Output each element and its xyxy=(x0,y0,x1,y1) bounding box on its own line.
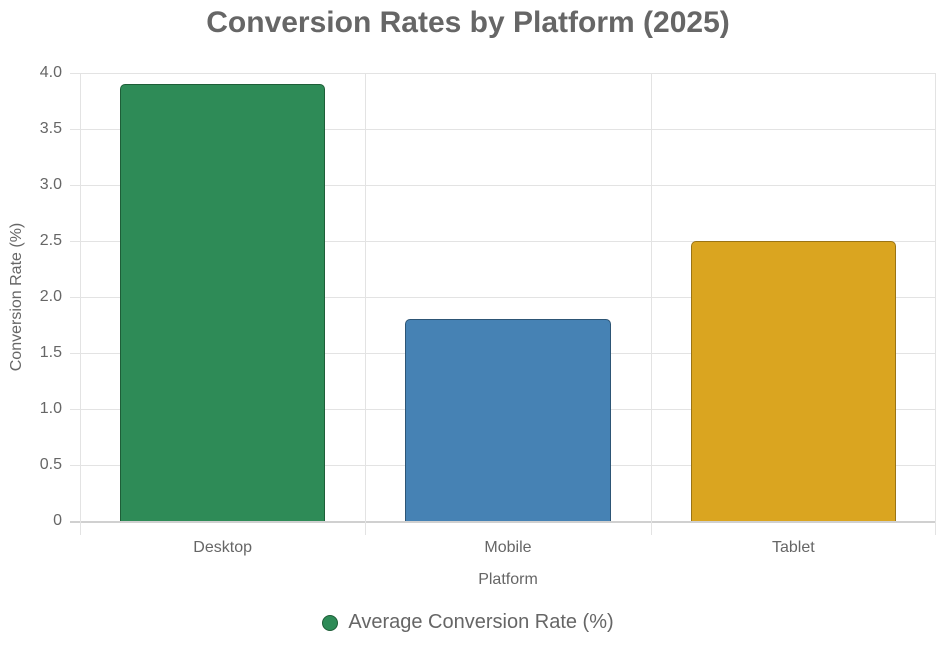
bar-tablet[interactable] xyxy=(690,241,897,521)
gridline-horizontal xyxy=(70,185,936,186)
gridline-vertical xyxy=(650,73,652,535)
x-tick-label: Tablet xyxy=(771,539,815,556)
gridline-horizontal xyxy=(70,241,936,242)
chart-title: Conversion Rates by Platform (2025) xyxy=(206,6,730,39)
y-tick-label: 3.5 xyxy=(39,120,62,137)
x-axis-label: Platform xyxy=(478,571,538,588)
y-tick-label: 2.0 xyxy=(39,288,62,305)
gridline-horizontal xyxy=(70,297,936,298)
bar-mobile[interactable] xyxy=(405,319,611,521)
plot-area: 0 0.5 1.0 1.5 2.0 2.5 3.0 3.5 4.0 Desktop Mobile Ta… xyxy=(40,64,936,556)
gridline-vertical xyxy=(365,73,367,535)
y-tick-label: 1.5 xyxy=(39,344,62,361)
x-tick-label: Mobile xyxy=(484,539,532,556)
y-tick-label: 0 xyxy=(53,512,62,529)
gridline-horizontal xyxy=(70,129,936,130)
gridline-horizontal xyxy=(70,73,936,74)
x-tick-label: Desktop xyxy=(193,539,253,556)
y-tick-label: 4.0 xyxy=(39,64,62,81)
x-axis-line xyxy=(70,521,936,523)
bar-desktop[interactable] xyxy=(119,84,326,521)
y-tick-label: 3.0 xyxy=(39,176,62,193)
legend: Average Conversion Rate (%) xyxy=(0,611,936,634)
y-tick-label: 1.0 xyxy=(39,400,62,417)
gridline-vertical xyxy=(80,73,81,535)
legend-label[interactable]: Average Conversion Rate (%) xyxy=(348,611,614,633)
y-tick-label: 0.5 xyxy=(39,456,62,473)
legend-marker-icon[interactable] xyxy=(322,614,339,631)
y-tick-label: 2.5 xyxy=(39,232,62,249)
